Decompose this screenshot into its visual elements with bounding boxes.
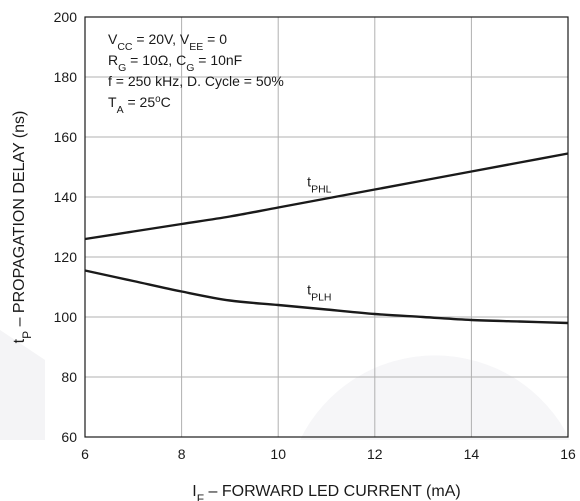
series-line-tplh	[84, 269, 569, 325]
condition-line: TA = 25oC	[108, 94, 171, 117]
y-tick-label: 80	[61, 369, 77, 385]
x-axis-label: IF – FORWARD LED CURRENT (mA)	[192, 483, 460, 501]
plot-frame	[84, 16, 569, 438]
x-tick-label: 10	[270, 446, 286, 462]
condition-line: f = 250 kHz, D. Cycle = 50%	[108, 73, 284, 89]
y-tick-label: 160	[54, 129, 78, 145]
series-labels: tPHL tPLH	[307, 174, 331, 304]
condition-line: RG = 10Ω, CG = 10nF	[108, 52, 242, 74]
y-tick-label: 60	[61, 429, 77, 445]
y-tick-label: 100	[54, 309, 78, 325]
series-lines	[84, 152, 569, 325]
y-tick-labels: 60 80 100 120 140 160 180 200	[54, 9, 78, 445]
series-label-tplh: tPLH	[307, 282, 331, 304]
condition-line: VCC = 20V, VEE = 0	[108, 31, 227, 53]
x-tick-label: 16	[560, 446, 576, 462]
series-label-tphl: tPHL	[307, 174, 331, 196]
x-tick-labels: 6 8 10 12 14 16	[81, 446, 576, 462]
x-tick-label: 6	[81, 446, 89, 462]
y-tick-label: 200	[54, 9, 78, 25]
y-tick-label: 140	[54, 189, 78, 205]
x-tick-label: 12	[367, 446, 383, 462]
y-axis-label: tP – PROPAGATION DELAY (ns)	[11, 111, 34, 344]
series-line-tphl	[84, 152, 569, 241]
y-tick-label: 180	[54, 69, 78, 85]
y-tick-label: 120	[54, 249, 78, 265]
x-tick-label: 14	[464, 446, 480, 462]
x-tick-label: 8	[178, 446, 186, 462]
